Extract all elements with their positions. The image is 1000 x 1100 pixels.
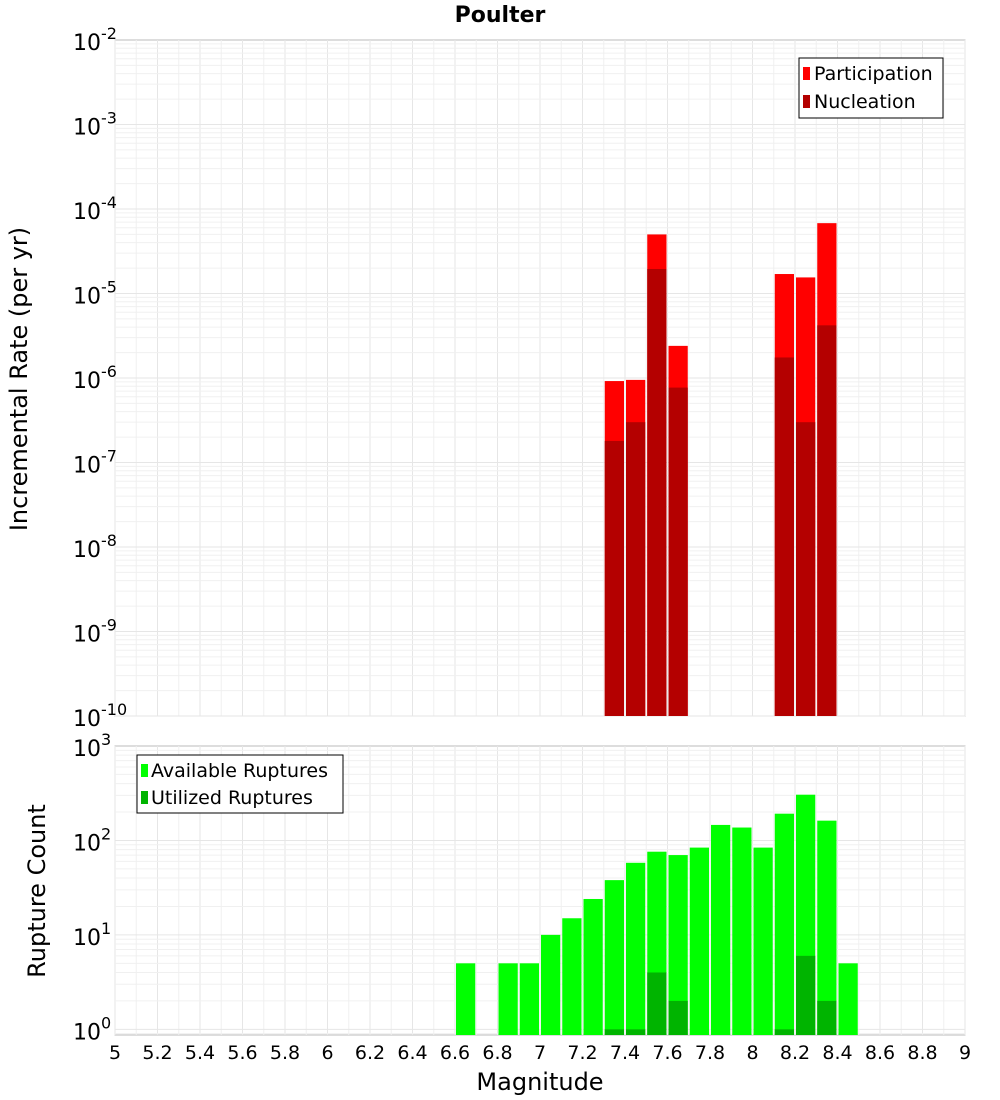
bottom-y-tick-label: 102 — [73, 824, 111, 856]
bottom-bar-available-ruptures — [604, 880, 624, 1035]
bottom-bar-available-ruptures — [626, 862, 646, 1035]
bottom-bar-utilized-ruptures — [626, 1029, 646, 1035]
top-y-axis-label: Incremental Rate (per yr) — [5, 227, 33, 531]
x-tick-label: 7.2 — [567, 1042, 597, 1064]
bottom-bar-utilized-ruptures — [774, 1029, 794, 1035]
x-tick-label: 7.6 — [652, 1042, 682, 1064]
legend-swatch-participation — [803, 67, 810, 80]
bottom-bar-utilized-ruptures — [817, 1000, 837, 1035]
top-bar-nucleation — [647, 268, 667, 716]
x-tick-label: 8.6 — [865, 1042, 895, 1064]
x-tick-label: 9 — [959, 1042, 971, 1064]
x-axis-label: Magnitude — [476, 1068, 603, 1096]
x-tick-label: 6.4 — [397, 1042, 427, 1064]
legend-label-available: Available Ruptures — [151, 760, 328, 782]
top-y-tick-label: 10-9 — [73, 616, 117, 648]
x-tick-label: 5.8 — [270, 1042, 300, 1064]
x-tick-label: 7 — [534, 1042, 546, 1064]
top-y-tick-label: 10-3 — [73, 109, 117, 141]
bottom-bar-available-ruptures — [498, 963, 518, 1035]
bottom-bar-utilized-ruptures — [647, 972, 667, 1035]
x-tick-label: 6.2 — [355, 1042, 385, 1064]
x-tick-label: 6 — [321, 1042, 333, 1064]
legend-label-nucleation: Nucleation — [814, 91, 916, 113]
x-tick-label: 8.2 — [780, 1042, 810, 1064]
bottom-bar-available-ruptures — [456, 963, 476, 1035]
bottom-bar-utilized-ruptures — [796, 955, 816, 1035]
top-y-tick-label: 10-8 — [73, 531, 117, 563]
bottom-bar-available-ruptures — [562, 918, 582, 1035]
bottom-legend: Available Ruptures Utilized Ruptures — [136, 754, 344, 814]
x-tick-label: 8.8 — [907, 1042, 937, 1064]
top-bar-nucleation — [668, 387, 688, 716]
bottom-bar-available-ruptures — [774, 813, 794, 1035]
top-legend: Participation Nucleation — [798, 57, 944, 119]
bottom-bar-available-ruptures — [711, 824, 731, 1035]
bottom-y-axis-label: Rupture Count — [23, 804, 51, 978]
top-y-tick-label: 10-6 — [73, 362, 117, 394]
top-y-tick-label: 10-7 — [73, 447, 117, 479]
bottom-y-tick-label: 101 — [73, 919, 111, 951]
legend-swatch-available — [141, 764, 148, 777]
x-tick-label: 6.8 — [482, 1042, 512, 1064]
bottom-bar-available-ruptures — [817, 820, 837, 1035]
x-tick-label: 5.2 — [142, 1042, 172, 1064]
bottom-y-tick-label: 100 — [73, 1013, 111, 1045]
top-y-tick-label: 10-4 — [73, 193, 117, 225]
legend-swatch-utilized — [141, 791, 148, 804]
top-bar-nucleation — [626, 422, 646, 716]
x-tick-label: 7.4 — [610, 1042, 640, 1064]
bottom-bar-utilized-ruptures — [668, 1000, 688, 1035]
x-tick-label: 7.8 — [695, 1042, 725, 1064]
top-bar-nucleation — [604, 440, 624, 716]
bottom-bar-available-ruptures — [838, 963, 858, 1035]
bottom-bar-available-ruptures — [689, 847, 709, 1035]
top-y-tick-label: 10-5 — [73, 278, 117, 310]
top-y-tick-label: 10-10 — [73, 700, 127, 732]
top-bar-nucleation — [796, 422, 816, 716]
top-plot-area: 10-10 10-9 10-8 10-7 10-6 10-5 10-4 10-3 10-2 — [73, 24, 966, 732]
bottom-bar-available-ruptures — [583, 898, 603, 1035]
bottom-bar-available-ruptures — [732, 827, 752, 1035]
x-tick-label: 8.4 — [822, 1042, 852, 1064]
legend-swatch-nucleation — [803, 95, 810, 108]
bottom-bar-available-ruptures — [541, 934, 561, 1035]
legend-label-participation: Participation — [814, 63, 933, 85]
x-tick-label: 8 — [746, 1042, 758, 1064]
bottom-bar-utilized-ruptures — [604, 1029, 624, 1035]
x-tick-label: 5 — [109, 1042, 121, 1064]
top-bar-nucleation — [774, 357, 794, 716]
bottom-y-tick-label: 103 — [73, 730, 111, 762]
x-tick-label: 5.6 — [227, 1042, 257, 1064]
x-tick-label: 5.4 — [185, 1042, 215, 1064]
legend-label-utilized: Utilized Ruptures — [151, 787, 313, 809]
top-bar-nucleation — [817, 325, 837, 716]
chart-title: Poulter — [455, 3, 546, 28]
top-y-tick-label: 10-2 — [73, 24, 117, 56]
bottom-bar-available-ruptures — [668, 855, 688, 1035]
bottom-bar-available-ruptures — [519, 963, 539, 1035]
bottom-bar-available-ruptures — [753, 847, 773, 1035]
x-tick-label: 6.6 — [440, 1042, 470, 1064]
